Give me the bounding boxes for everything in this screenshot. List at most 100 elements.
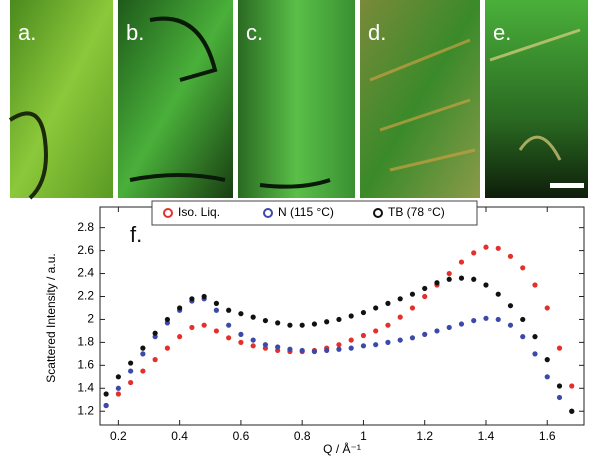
y-tick-label: 2 xyxy=(87,312,94,326)
legend: Iso. Liq. N (115 °C) TB (78 °C) xyxy=(151,200,478,226)
data-point xyxy=(385,322,391,328)
data-point xyxy=(128,368,134,374)
data-point xyxy=(409,305,416,311)
x-tick-label: 1.6 xyxy=(539,429,556,443)
data-point xyxy=(556,394,563,401)
data-point xyxy=(311,321,318,327)
data-point xyxy=(507,253,514,259)
data-point xyxy=(422,331,428,337)
data-point xyxy=(434,280,440,286)
legend-label: Iso. Liq. xyxy=(178,205,220,219)
data-point xyxy=(397,314,403,320)
data-point xyxy=(226,307,232,313)
data-point xyxy=(213,307,220,313)
data-point xyxy=(471,250,477,256)
data-point xyxy=(385,339,391,345)
y-tick-label: 2.6 xyxy=(77,243,94,257)
scale-bar xyxy=(550,183,584,188)
data-point xyxy=(238,311,244,317)
micrograph xyxy=(238,0,355,198)
data-point xyxy=(446,324,452,331)
panel-label: e. xyxy=(493,20,511,45)
data-point xyxy=(458,275,465,281)
data-point xyxy=(152,330,158,336)
panel-labels: a. b. c. d. e. xyxy=(18,20,511,45)
data-point xyxy=(324,319,330,325)
data-point xyxy=(569,408,575,414)
x-tick-label: 1 xyxy=(360,429,367,443)
data-point xyxy=(373,305,379,311)
panel-label: a. xyxy=(18,20,36,45)
micrographs xyxy=(8,0,588,200)
data-point xyxy=(177,305,183,311)
data-point xyxy=(422,285,428,292)
data-point xyxy=(213,300,220,306)
panel-label: f. xyxy=(130,222,142,247)
data-point xyxy=(532,334,538,340)
legend-marker xyxy=(163,208,173,218)
legend-label: TB (78 °C) xyxy=(388,205,445,219)
data-point xyxy=(532,282,538,288)
x-tick-label: 0.8 xyxy=(294,429,311,443)
data-point xyxy=(140,368,146,374)
data-point xyxy=(164,345,170,351)
panel-label: d. xyxy=(368,20,386,45)
data-point xyxy=(115,374,121,380)
data-point xyxy=(373,328,379,334)
data-point xyxy=(299,347,305,354)
x-tick-label: 1.4 xyxy=(478,429,495,443)
x-tick-label: 0.2 xyxy=(110,429,127,443)
legend-label: N (115 °C) xyxy=(278,205,334,219)
data-point xyxy=(434,328,440,334)
y-tick-label: 1.4 xyxy=(77,380,94,394)
x-axis-label: Q / Å⁻¹ xyxy=(323,441,361,456)
data-point xyxy=(544,305,550,311)
data-point xyxy=(324,347,330,354)
data-point xyxy=(483,315,489,321)
data-point xyxy=(275,344,281,350)
data-point xyxy=(115,391,121,397)
legend-box xyxy=(151,200,478,226)
data-point xyxy=(348,337,354,343)
data-point xyxy=(360,343,367,349)
data-point xyxy=(348,313,354,319)
micrograph xyxy=(360,0,480,198)
data-point xyxy=(189,296,195,302)
data-point xyxy=(189,324,195,331)
data-point xyxy=(532,351,538,357)
data-point xyxy=(287,346,293,352)
data-point xyxy=(483,282,489,288)
panel-label: b. xyxy=(126,20,144,45)
data-point xyxy=(409,335,416,341)
data-point xyxy=(201,293,207,300)
data-point xyxy=(520,265,526,271)
x-tick-label: 0.6 xyxy=(233,429,250,443)
data-point xyxy=(569,383,575,389)
micrograph xyxy=(10,0,113,198)
data-point xyxy=(226,335,232,341)
micrograph xyxy=(118,0,233,198)
data-point xyxy=(520,334,526,340)
data-point xyxy=(409,291,416,297)
data-point xyxy=(458,259,465,265)
y-tick-label: 1.6 xyxy=(77,358,94,372)
data-point xyxy=(128,379,134,386)
y-tick-label: 1.8 xyxy=(77,335,94,349)
data-point xyxy=(507,322,514,328)
data-point xyxy=(360,309,367,316)
data-point xyxy=(103,391,109,397)
data-point xyxy=(446,270,452,277)
data-point xyxy=(152,357,158,363)
y-tick-label: 2.8 xyxy=(77,220,94,234)
x-tick-label: 0.4 xyxy=(171,429,188,443)
legend-marker xyxy=(373,208,383,218)
data-point xyxy=(336,316,342,323)
data-point xyxy=(164,316,170,323)
data-point xyxy=(177,334,183,340)
data-point xyxy=(103,402,109,409)
legend-marker xyxy=(263,208,273,218)
data-point xyxy=(140,351,146,357)
data-point xyxy=(495,316,501,323)
data-point xyxy=(446,276,452,282)
y-axis-label: Scattered Intensity / a.u. xyxy=(44,253,58,382)
